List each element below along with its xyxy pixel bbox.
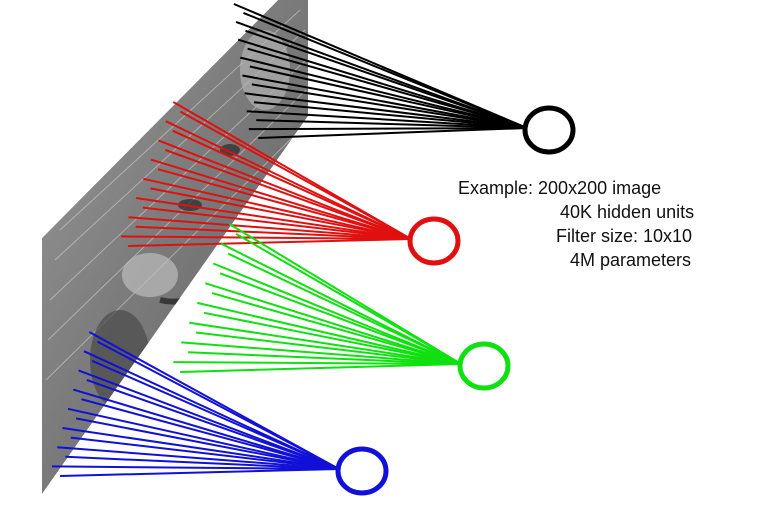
connection-line <box>157 168 412 240</box>
connection-line <box>135 197 412 240</box>
connection-line <box>235 233 462 365</box>
connection-line <box>219 272 462 365</box>
connection-line <box>150 187 412 240</box>
red-hidden-unit-circle <box>407 216 461 266</box>
connection-line <box>65 455 340 470</box>
connection-line <box>135 225 412 240</box>
example-caption: Example: 200x200 image 40K hidden units … <box>458 176 778 272</box>
connection-line <box>211 292 462 365</box>
caption-filter-size-line: Filter size: 10x10 <box>556 226 693 246</box>
connection-line <box>251 83 528 129</box>
connection-line <box>197 301 462 365</box>
connection-line <box>243 11 528 129</box>
connection-line <box>180 363 462 373</box>
connection-line <box>188 351 462 365</box>
connection-line <box>91 359 340 470</box>
connection-line <box>181 341 462 365</box>
connection-line <box>142 206 412 240</box>
connection-line <box>242 74 528 129</box>
caption-hidden-units-line: 40K hidden units <box>560 202 695 222</box>
connection-line <box>62 427 340 470</box>
connection-line <box>237 38 528 129</box>
connection-line <box>158 139 412 240</box>
connection-line <box>60 468 340 477</box>
connection-line <box>70 436 340 470</box>
connection-line <box>258 127 528 139</box>
connection-line <box>249 65 528 129</box>
connection-line <box>220 242 462 365</box>
blue-hidden-unit-circle <box>335 446 389 496</box>
connection-line <box>245 29 528 129</box>
connection-line <box>203 311 462 365</box>
connection-line <box>67 407 340 470</box>
connection-line <box>189 321 462 365</box>
connection-line <box>246 110 528 129</box>
green-hidden-unit-circle <box>457 341 511 391</box>
connection-line <box>195 331 462 365</box>
connection-line <box>81 398 340 470</box>
connection-line <box>256 119 528 129</box>
connection-line <box>75 417 340 470</box>
connection-line <box>128 238 412 247</box>
connection-line <box>253 101 528 129</box>
connection-line <box>248 127 528 131</box>
caption-example-line: Example: 200x200 image <box>458 178 662 198</box>
black-unit-connections <box>233 3 528 139</box>
connection-line <box>73 388 340 470</box>
connection-line <box>150 158 412 240</box>
blue-unit-connections <box>51 331 340 477</box>
connection-line <box>227 252 462 365</box>
connection-line <box>165 149 412 240</box>
connection-line <box>204 282 462 365</box>
connection-line <box>86 379 340 470</box>
connection-line <box>244 92 528 129</box>
connection-line <box>179 110 412 240</box>
connection-line <box>143 177 412 240</box>
connection-line <box>212 262 462 365</box>
connection-line <box>128 216 412 240</box>
connection-line <box>240 56 528 129</box>
connection-line <box>173 361 462 365</box>
connection-line <box>120 235 412 240</box>
green-unit-connections <box>173 223 462 373</box>
connection-line <box>96 340 340 470</box>
connection-line <box>78 369 340 470</box>
caption-parameters-line: 4M parameters <box>570 250 692 270</box>
connection-line <box>247 47 528 129</box>
black-hidden-unit-circle <box>522 105 576 155</box>
connection-line <box>51 465 340 470</box>
red-unit-connections <box>120 101 412 247</box>
connection-line <box>57 446 340 470</box>
connection-line <box>172 129 412 240</box>
